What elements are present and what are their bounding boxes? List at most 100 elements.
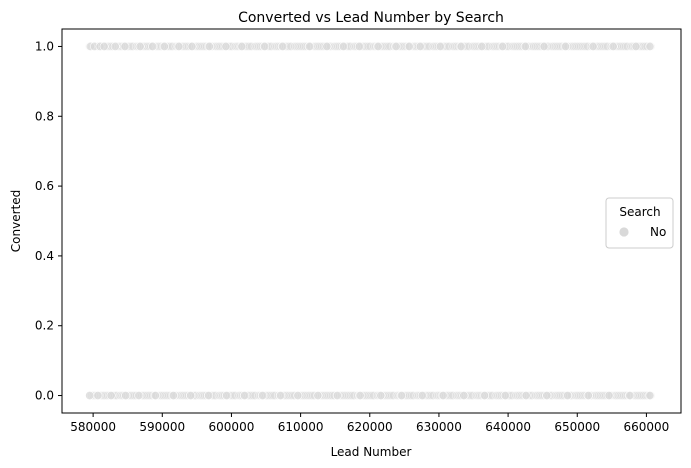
data-point (415, 41, 425, 51)
data-point (159, 41, 169, 51)
plot-frame (61, 28, 682, 414)
data-point (363, 42, 373, 51)
data-point (121, 391, 131, 401)
x-axis: 580000 590000 600000 610000 620000 630000 6400… (70, 413, 669, 434)
data-point (635, 391, 645, 400)
x-tick-label: 640000 (485, 420, 531, 434)
data-point (148, 41, 158, 51)
data-point (459, 391, 469, 401)
data-point (491, 391, 501, 400)
data-point (354, 41, 364, 51)
data-point (237, 41, 247, 51)
data-point (477, 41, 487, 51)
data-point (520, 41, 530, 51)
legend-label-no: No (650, 225, 666, 239)
data-point (247, 42, 256, 51)
data-point (404, 41, 414, 51)
data-point (599, 42, 609, 51)
data-point (260, 41, 270, 51)
data-point (488, 42, 497, 51)
points-layer (85, 41, 656, 401)
data-point (448, 391, 458, 400)
data-point (248, 391, 258, 400)
data-point (250, 42, 260, 51)
data-point (645, 391, 655, 401)
data-point (468, 42, 478, 51)
data-point (426, 391, 436, 400)
data-point (397, 391, 407, 401)
data-point (608, 41, 618, 51)
data-point (597, 42, 607, 51)
data-point (438, 391, 448, 401)
data-point (135, 41, 145, 51)
y-tick-label: 0.8 (35, 109, 54, 123)
data-point (428, 391, 438, 400)
data-point (387, 391, 397, 400)
x-tick-label: 650000 (554, 420, 600, 434)
data-point (551, 42, 560, 51)
data-point (187, 41, 197, 51)
data-point (588, 41, 598, 51)
data-point (290, 42, 300, 51)
data-point (110, 41, 120, 51)
x-tick-label: 630000 (416, 420, 462, 434)
data-point (498, 41, 508, 51)
data-point (174, 41, 184, 51)
data-point (342, 391, 352, 400)
data-point (574, 42, 584, 51)
data-point (365, 391, 375, 400)
data-point (560, 41, 570, 51)
data-point (576, 42, 585, 51)
data-point (186, 391, 196, 401)
legend: Search No (605, 197, 674, 249)
data-point (391, 41, 401, 51)
data-point (621, 42, 630, 51)
legend-marker-no (618, 226, 630, 238)
data-point (168, 391, 178, 401)
data-point (604, 391, 614, 401)
data-point (293, 391, 303, 401)
y-axis-label: Converted (9, 190, 23, 252)
data-point (617, 42, 627, 51)
data-point (531, 391, 541, 400)
data-point (577, 42, 587, 51)
data-point (456, 41, 466, 51)
data-point (622, 42, 632, 51)
data-point (631, 41, 641, 51)
data-point (511, 391, 521, 400)
data-point (539, 41, 549, 51)
data-point (322, 391, 332, 400)
data-point (295, 42, 305, 51)
data-point (292, 42, 301, 51)
data-point (346, 391, 355, 400)
data-point (579, 42, 589, 51)
data-point (85, 391, 95, 401)
data-point (204, 391, 214, 401)
x-tick-label: 580000 (70, 420, 116, 434)
data-point (613, 391, 623, 400)
data-point (376, 391, 386, 401)
data-point (549, 42, 559, 51)
data-point (338, 41, 348, 51)
data-point (594, 391, 603, 400)
data-point (563, 391, 573, 401)
y-tick-label: 0.0 (35, 389, 54, 403)
data-point (204, 41, 214, 51)
data-point (417, 391, 427, 401)
data-point (572, 391, 582, 400)
x-tick-label: 590000 (139, 420, 185, 434)
data-point (332, 391, 342, 401)
data-point (302, 391, 312, 400)
data-point (150, 391, 160, 401)
data-point (194, 391, 204, 400)
data-point (435, 41, 445, 51)
data-point (293, 42, 303, 51)
data-point (367, 391, 377, 400)
data-point (258, 391, 268, 401)
data-point (625, 391, 635, 401)
data-point (615, 391, 625, 400)
data-point (313, 391, 323, 401)
data-point (106, 391, 116, 401)
